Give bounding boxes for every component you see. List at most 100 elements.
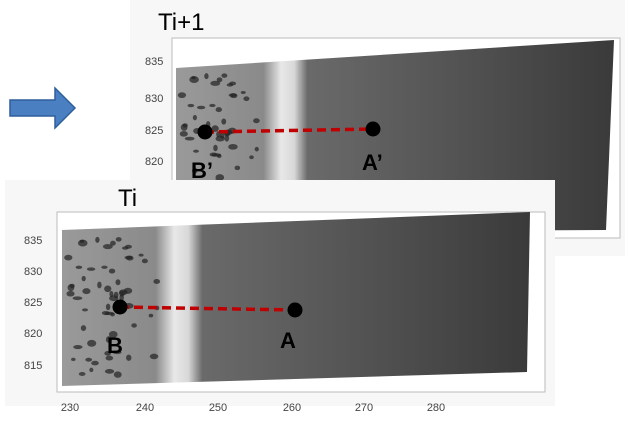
- texture-spot: [240, 90, 246, 94]
- texture-spot: [104, 351, 112, 356]
- texture-spot: [119, 294, 124, 302]
- y-tick-label: 835: [24, 235, 42, 247]
- texture-spot: [108, 331, 118, 338]
- texture-spot: [105, 355, 114, 361]
- point: [365, 121, 381, 137]
- connector: [119, 305, 296, 312]
- texture-spot: [95, 236, 100, 243]
- y-tick-label: 825: [24, 297, 42, 309]
- texture-spot: [115, 279, 121, 286]
- texture-spot: [191, 76, 196, 80]
- texture-spot: [224, 134, 230, 142]
- point-label: A’: [362, 150, 383, 175]
- texture-spot: [102, 243, 113, 250]
- texture-spot: [131, 323, 137, 328]
- y-tick-label: 830: [24, 266, 42, 278]
- texture-spot: [104, 311, 115, 316]
- texture-spot: [105, 303, 111, 311]
- texture-spot: [192, 114, 197, 121]
- texture-spot: [187, 103, 195, 108]
- texture-spot: [184, 136, 195, 141]
- texture-spot: [87, 339, 97, 347]
- texture-spot: [64, 254, 73, 261]
- y-tick-label: 820: [145, 156, 163, 168]
- texture-spot: [112, 350, 122, 355]
- y-tick-label: 835: [145, 56, 163, 68]
- texture-spot: [192, 167, 198, 174]
- texture-spot: [210, 80, 221, 86]
- texture-spot: [254, 146, 259, 152]
- point: [287, 302, 303, 318]
- texture-spot: [177, 92, 187, 99]
- texture-spot: [91, 360, 99, 366]
- texture-spot: [104, 285, 112, 293]
- image: [62, 212, 530, 386]
- texture-spot: [215, 107, 222, 113]
- texture-spot: [85, 357, 93, 362]
- x-tick-label: 250: [209, 402, 227, 414]
- texture-spot: [138, 253, 144, 257]
- texture-spot: [215, 174, 225, 181]
- texture-spot: [213, 144, 218, 152]
- texture-spot: [221, 118, 227, 125]
- texture-spot: [82, 288, 91, 295]
- texture-spot: [141, 258, 148, 264]
- texture-spot: [113, 371, 122, 378]
- texture-spot: [71, 357, 76, 361]
- texture-spot: [180, 123, 188, 131]
- y-tick-label: 820: [24, 328, 42, 340]
- connector: [204, 127, 374, 134]
- y-tick-label: 815: [24, 360, 42, 372]
- texture-spot: [226, 83, 234, 87]
- x-tick-label: 270: [355, 402, 373, 414]
- texture-spot: [115, 237, 122, 242]
- panel-title: Ti: [118, 185, 137, 212]
- texture-spot: [66, 290, 75, 297]
- point-label: A: [280, 328, 296, 353]
- texture-spot: [105, 336, 112, 343]
- texture-spot: [193, 149, 199, 153]
- texture-spot: [196, 105, 206, 110]
- texture-spot: [153, 278, 161, 284]
- x-tick-label: 280: [427, 402, 445, 414]
- point-label: B: [107, 333, 123, 358]
- texture-spot: [249, 155, 254, 160]
- point: [197, 124, 213, 140]
- texture-spot: [82, 308, 88, 312]
- texture-spot: [67, 284, 75, 292]
- texture-spot: [126, 354, 132, 361]
- texture-spot: [234, 165, 241, 171]
- texture-spot: [123, 287, 133, 294]
- texture-spot: [73, 345, 83, 350]
- texture-spot: [101, 265, 108, 269]
- point: [112, 299, 128, 315]
- texture-spot: [243, 96, 250, 102]
- texture-spot: [79, 239, 85, 243]
- texture-spot: [97, 281, 102, 289]
- texture-spot: [149, 353, 159, 360]
- texture-spot: [108, 268, 116, 274]
- arrow: [9, 86, 77, 130]
- texture-spot: [81, 275, 86, 282]
- panel-title: Ti+1: [158, 9, 204, 36]
- panel-front: Ti 835 830 825 820 815 230 240 250 260 2…: [5, 180, 555, 414]
- texture-spot: [78, 372, 86, 376]
- texture-spot: [179, 131, 188, 137]
- texture-spot: [86, 267, 96, 271]
- texture-spot: [122, 246, 129, 250]
- y-tick-label: 830: [145, 93, 163, 105]
- texture-spot: [204, 73, 209, 80]
- x-tick-label: 230: [61, 402, 79, 414]
- texture-spot: [104, 369, 115, 374]
- texture-spot: [221, 73, 228, 78]
- texture-spot: [228, 143, 238, 150]
- texture-spot: [110, 240, 116, 246]
- x-tick-label: 260: [283, 402, 301, 414]
- texture-spot: [75, 265, 83, 270]
- texture-spot: [209, 103, 216, 108]
- texture-spot: [211, 153, 222, 157]
- texture-spot: [215, 135, 225, 142]
- texture-spot: [253, 118, 260, 124]
